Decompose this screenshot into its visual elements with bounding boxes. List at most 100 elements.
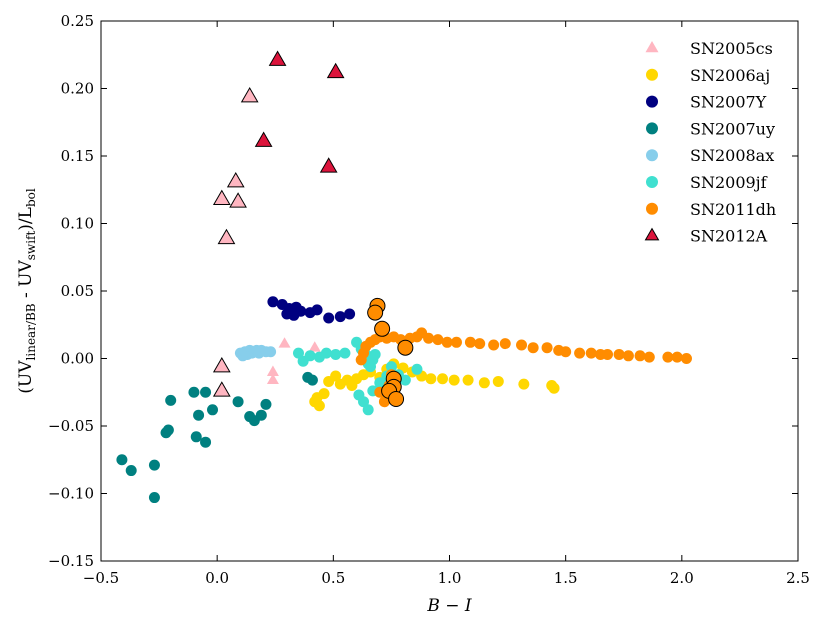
data-point xyxy=(574,347,586,359)
legend-label: SN2006aj xyxy=(690,66,770,85)
x-tick-label: 1.5 xyxy=(554,569,578,587)
data-point xyxy=(622,350,634,362)
data-point xyxy=(499,338,511,350)
legend-marker xyxy=(646,202,658,215)
data-point xyxy=(266,365,279,376)
axis-ticks xyxy=(100,20,799,562)
legend-entry: SN2012A xyxy=(644,227,768,246)
data-points xyxy=(116,50,692,504)
data-point xyxy=(148,492,160,504)
data-point xyxy=(255,409,267,421)
data-point xyxy=(267,296,279,308)
y-tick-label: 0.15 xyxy=(61,147,94,165)
data-point xyxy=(450,336,462,348)
x-tick-label: 0.5 xyxy=(321,569,345,587)
data-point xyxy=(313,400,325,412)
data-point xyxy=(190,431,202,443)
data-point xyxy=(548,382,560,394)
data-point xyxy=(585,347,597,359)
legend-entry: SN2005cs xyxy=(645,39,773,58)
y-axis-label: (UVlinear/BB - UVswift)/Lbol xyxy=(16,188,38,394)
data-point xyxy=(311,304,323,316)
data-point xyxy=(437,373,449,385)
data-point xyxy=(601,348,613,360)
data-point xyxy=(334,311,346,323)
data-point xyxy=(464,336,476,348)
data-point xyxy=(217,228,236,245)
x-tick-label: 0.0 xyxy=(205,569,229,587)
data-point xyxy=(254,131,273,147)
legend-label: SN2008ax xyxy=(690,146,774,165)
legend-marker xyxy=(646,95,658,108)
data-point xyxy=(425,373,437,385)
data-point xyxy=(423,332,435,344)
legend-marker xyxy=(645,41,659,53)
data-point xyxy=(662,351,674,363)
data-point xyxy=(399,374,411,386)
data-point xyxy=(330,370,342,382)
data-point xyxy=(125,465,137,477)
data-point xyxy=(671,351,683,363)
legend-marker xyxy=(646,149,658,162)
legend-label: SN2009jf xyxy=(690,173,768,192)
legend-entry: SN2006aj xyxy=(646,66,770,85)
legend-marker xyxy=(644,227,660,241)
data-point xyxy=(212,189,231,205)
data-point xyxy=(318,388,330,400)
x-tick-label: 2.5 xyxy=(786,569,810,587)
data-point xyxy=(188,386,200,398)
data-point xyxy=(266,373,279,385)
data-point xyxy=(212,381,231,397)
data-point xyxy=(165,394,177,406)
legend-entry: SN2011dh xyxy=(646,200,776,219)
data-point xyxy=(268,50,287,66)
data-point xyxy=(411,363,423,375)
legend-label: SN2011dh xyxy=(690,200,776,219)
data-point xyxy=(292,347,304,359)
highlighted-data-point xyxy=(367,304,384,321)
data-point xyxy=(441,336,453,348)
legend-label: SN2007uy xyxy=(690,119,775,138)
data-point xyxy=(432,334,444,346)
legend-label: SN2012A xyxy=(690,227,768,246)
data-point xyxy=(358,396,370,408)
data-point xyxy=(613,348,625,360)
legend-entry: SN2007Y xyxy=(646,93,767,112)
data-point xyxy=(330,348,342,360)
y-tick-label: 0.10 xyxy=(61,215,94,233)
x-tick-label: 2.0 xyxy=(670,569,694,587)
data-point xyxy=(369,348,381,360)
data-point xyxy=(288,309,300,321)
data-point xyxy=(260,398,272,410)
legend-entry: SN2009jf xyxy=(646,173,768,192)
data-point xyxy=(339,347,351,359)
data-point xyxy=(200,436,212,448)
series-sn2011dh xyxy=(355,297,692,408)
data-point xyxy=(527,342,539,354)
data-point xyxy=(374,377,386,389)
data-point xyxy=(643,351,655,363)
series-sn2009jf xyxy=(292,336,423,416)
x-axis-label: B − I xyxy=(426,596,472,616)
y-tick-label: 0.25 xyxy=(61,12,94,30)
legend-entry: SN2007uy xyxy=(646,119,775,138)
data-point xyxy=(232,396,244,408)
data-point xyxy=(323,312,335,324)
data-point xyxy=(385,361,397,373)
highlighted-data-point xyxy=(374,320,391,337)
data-point xyxy=(320,347,332,359)
legend-marker xyxy=(646,176,658,188)
data-point xyxy=(193,409,205,421)
legend: SN2005cs SN2006aj SN2007Y SN2007uy SN2008ax S… xyxy=(644,39,776,246)
series-sn2005cs xyxy=(212,87,321,397)
data-point xyxy=(229,192,247,208)
x-tick-label: −0.5 xyxy=(83,569,119,587)
series-sn2012a xyxy=(254,50,345,173)
data-point xyxy=(362,404,374,416)
data-point xyxy=(344,308,356,320)
data-point xyxy=(680,353,692,364)
x-tick-label: 1.0 xyxy=(438,569,462,587)
data-point xyxy=(226,172,245,188)
data-point xyxy=(308,341,321,352)
